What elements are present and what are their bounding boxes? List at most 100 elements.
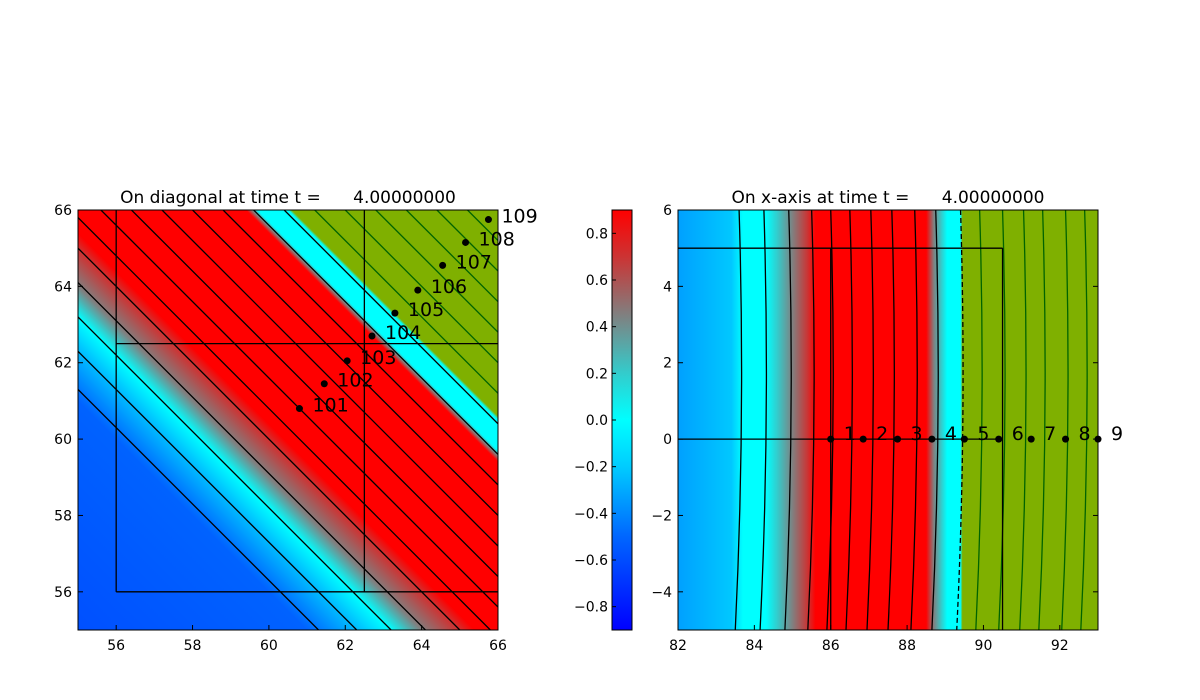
contour-line [1038, 210, 1046, 630]
contour-line [344, 210, 498, 364]
contours [678, 210, 1088, 630]
point-label: 4 [945, 423, 957, 445]
contour-line [956, 210, 964, 630]
colorbar-tick-label: 0.4 [586, 320, 608, 336]
contour-line [784, 210, 792, 630]
contours [78, 210, 498, 630]
data-point [960, 435, 968, 443]
contour-line [975, 210, 983, 630]
colorbar-tick-label: 0.0 [586, 413, 608, 429]
contour-line [130, 210, 498, 578]
point-label: 108 [479, 228, 515, 250]
contour-line [405, 210, 498, 303]
data-point [1062, 435, 1070, 443]
x-tick-label: 86 [822, 638, 840, 654]
data-point [827, 435, 835, 443]
point-label: 103 [360, 347, 396, 369]
x-tick-label: 64 [413, 638, 431, 654]
contour-line [314, 210, 498, 394]
y-tick-label: −2 [651, 508, 672, 524]
colorbar-tick-label: −0.2 [574, 460, 608, 476]
point-label: 7 [1044, 423, 1056, 445]
data-point [462, 238, 470, 246]
colorbar-tick-label: 0.2 [586, 366, 608, 382]
data-point [343, 357, 351, 365]
contour-line [998, 210, 1006, 630]
data-point [295, 405, 303, 413]
x-tick-label: 60 [260, 638, 278, 654]
point-label: 107 [456, 251, 492, 273]
heatmap-field [78, 210, 498, 630]
y-tick-label: 66 [54, 203, 72, 219]
contour-line [931, 210, 939, 630]
contour-line [807, 210, 815, 630]
contour-line [866, 210, 874, 630]
contour-line [78, 350, 358, 630]
contour-line [222, 210, 498, 486]
data-point [368, 332, 376, 340]
x-tick-label: 58 [184, 638, 202, 654]
point-label: 2 [876, 423, 888, 445]
x-tick-label: 82 [669, 638, 687, 654]
data-point [928, 435, 936, 443]
colorbar-tick-label: 0.8 [586, 226, 608, 242]
x-tick-label: 84 [745, 638, 763, 654]
contour-line [161, 210, 498, 547]
y-tick-label: 58 [54, 508, 72, 524]
y-tick-label: 64 [54, 279, 72, 295]
contour-line [759, 210, 768, 630]
contour-line [910, 210, 918, 630]
data-point [391, 309, 399, 317]
colorbar-tick-label: 0.6 [586, 273, 608, 289]
x-tick-label: 88 [898, 638, 916, 654]
contour-line [78, 282, 426, 630]
contour-line [466, 210, 498, 242]
x-tick-label: 56 [107, 638, 125, 654]
point-label: 101 [312, 395, 348, 417]
y-tick-label: 0 [663, 432, 672, 448]
contour-line [734, 210, 743, 630]
contour-line [845, 210, 853, 630]
y-tick-label: −4 [651, 585, 672, 601]
x-tick-label: 62 [336, 638, 354, 654]
point-label: 5 [977, 423, 989, 445]
point-label: 9 [1111, 423, 1123, 445]
contour-line [1019, 210, 1027, 630]
y-tick-label: 2 [663, 356, 672, 372]
colorbar-tick-label: −0.4 [574, 506, 608, 522]
point-label: 106 [431, 276, 467, 298]
x-tick-label: 66 [489, 638, 507, 654]
data-point [414, 286, 422, 294]
point-label: 1 [844, 423, 856, 445]
y-tick-label: 60 [54, 432, 72, 448]
contour-line [78, 316, 392, 630]
point-label: 6 [1012, 423, 1024, 445]
colorbar-tick-label: −0.8 [574, 600, 608, 616]
data-point [995, 435, 1003, 443]
contour-line [78, 217, 491, 630]
plot-title: On x-axis at time t = 4.00000000 [732, 188, 1045, 208]
axes-frame [77, 209, 499, 631]
contour-line [826, 210, 834, 630]
data-point [894, 435, 902, 443]
point-label: 8 [1079, 423, 1091, 445]
contour-line [78, 247, 461, 630]
heatmap-field [678, 210, 1098, 630]
contour-line [375, 210, 498, 333]
point-label: 105 [408, 299, 444, 321]
contour-line [1061, 210, 1069, 630]
y-tick-label: 4 [663, 279, 672, 295]
data-point [859, 435, 867, 443]
point-label: 104 [385, 322, 421, 344]
colorbar: −0.8 −0.6 −0.4 −0.2 0.0 0.2 0.4 0.6 0.8 [574, 209, 633, 631]
point-label: 3 [911, 423, 923, 445]
contour-line [887, 210, 895, 630]
point-label: 102 [337, 370, 373, 392]
contour-line [283, 210, 498, 425]
axes-frame [677, 209, 1099, 631]
contour-line [78, 388, 320, 630]
y-tick-label: 6 [663, 203, 672, 219]
